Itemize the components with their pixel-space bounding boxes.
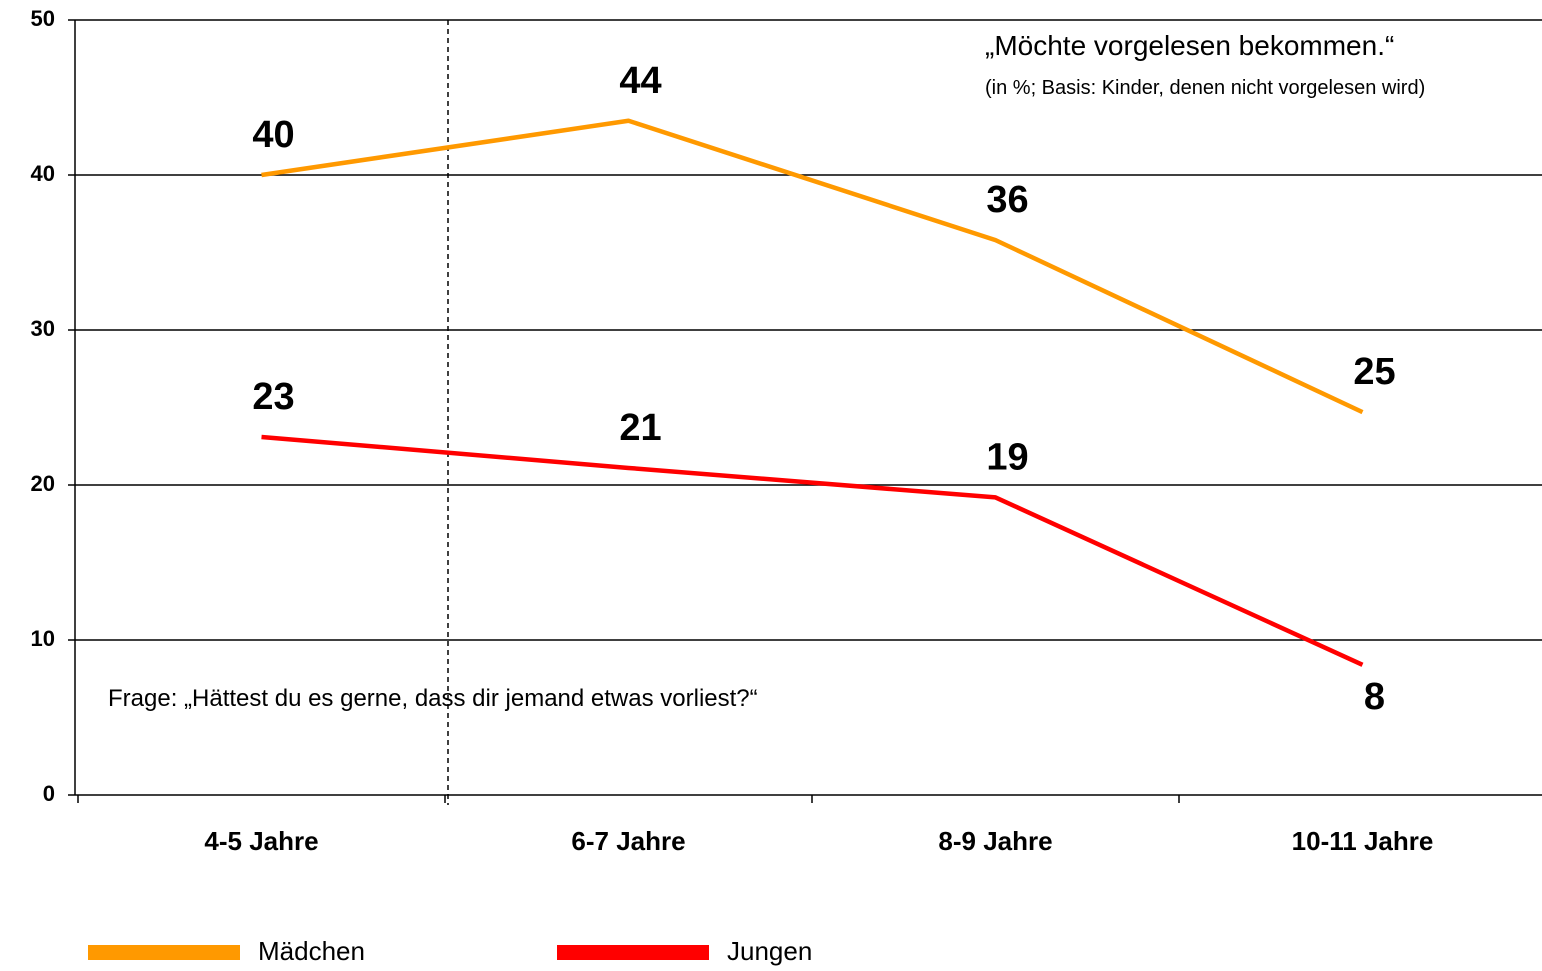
chart-subtitle: (in %; Basis: Kinder, denen nicht vorgel… bbox=[985, 77, 1426, 99]
x-tick-label: 8-9 Jahre bbox=[938, 826, 1052, 856]
line bbox=[261, 434, 1364, 667]
y-tick-label: 20 bbox=[31, 471, 55, 496]
data-label: 44 bbox=[619, 60, 661, 102]
data-label: 40 bbox=[252, 114, 294, 156]
annotation: Frage: „Hättest du es gerne, dass dir je… bbox=[108, 685, 758, 712]
y-tick-label: 10 bbox=[31, 626, 55, 651]
data-label: 8 bbox=[1364, 676, 1385, 718]
legend-swatch bbox=[88, 945, 240, 960]
x-tick-label: 4-5 Jahre bbox=[204, 826, 318, 856]
y-tick-label: 40 bbox=[31, 161, 55, 186]
data-label: 19 bbox=[986, 436, 1028, 478]
y-tick-label: 0 bbox=[43, 781, 55, 806]
legend-label: Jungen bbox=[727, 936, 812, 966]
y-tick-label: 50 bbox=[31, 6, 55, 31]
chart-title: „Möchte vorgelesen bekommen.“ bbox=[985, 30, 1395, 61]
legend-swatch bbox=[557, 945, 709, 960]
line bbox=[261, 118, 1364, 415]
data-label: 21 bbox=[619, 407, 661, 449]
data-label: 36 bbox=[986, 179, 1028, 221]
legend-label: Mädchen bbox=[258, 936, 365, 966]
x-tick-label: 10-11 Jahre bbox=[1292, 826, 1434, 856]
data-label: 23 bbox=[252, 376, 294, 418]
data-label: 25 bbox=[1353, 351, 1395, 393]
x-tick-label: 6-7 Jahre bbox=[571, 826, 685, 856]
y-tick-label: 30 bbox=[31, 316, 55, 341]
